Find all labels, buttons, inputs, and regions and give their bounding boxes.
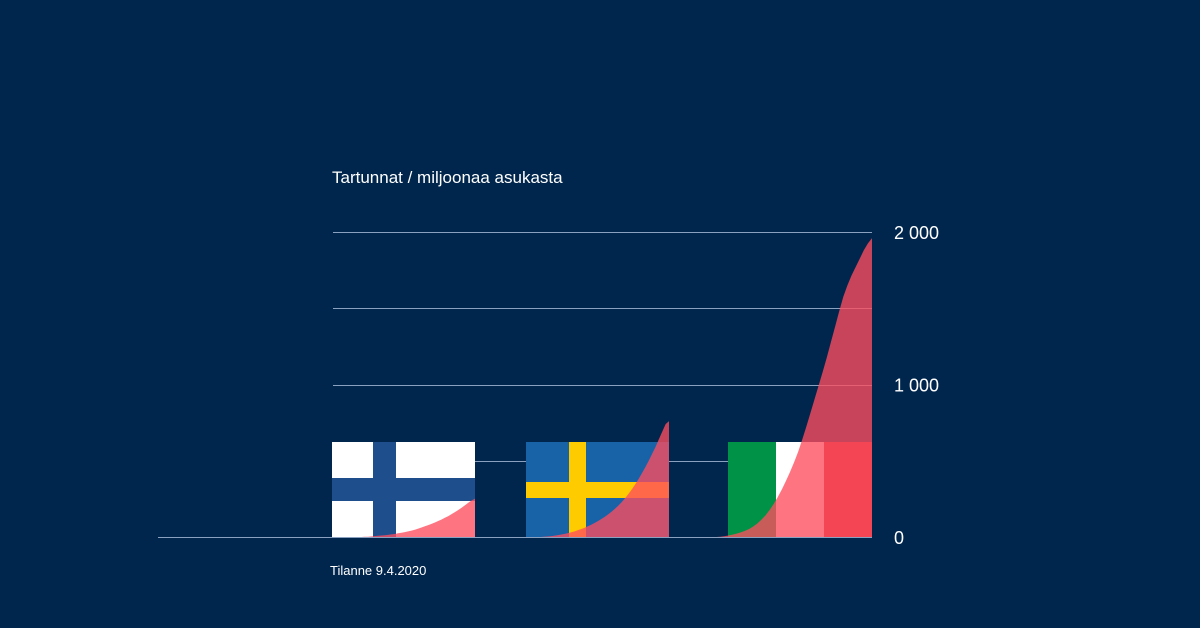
italy-area — [712, 238, 872, 537]
finland-flag-cross-horizontal — [332, 478, 475, 501]
y-tick-label: 2 000 — [894, 223, 939, 243]
chart-title: Tartunnat / miljoonaa asukasta — [332, 168, 563, 187]
y-tick-label: 0 — [894, 528, 904, 548]
y-tick-label: 1 000 — [894, 376, 939, 396]
finland-area — [358, 498, 475, 537]
sweden-area — [537, 421, 669, 537]
status-date: Tilanne 9.4.2020 — [330, 563, 427, 578]
